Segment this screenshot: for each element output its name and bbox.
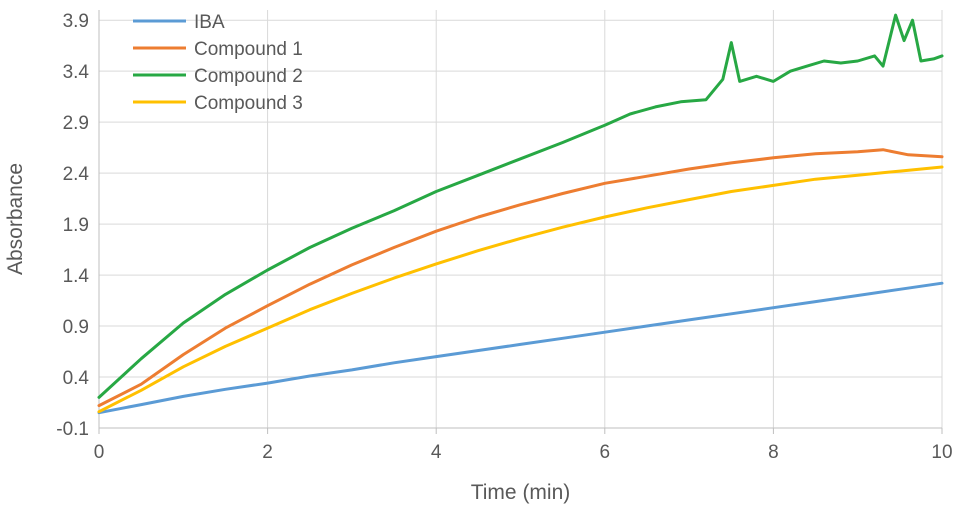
legend-label-compound-1: Compound 1	[194, 39, 303, 60]
legend-label-compound-3: Compound 3	[194, 93, 303, 114]
x-axis-title: Time (min)	[471, 481, 571, 504]
x-tick-label: 0	[94, 442, 105, 463]
legend: IBA Compound 1 Compound 2 Compound 3	[133, 12, 303, 114]
series-lines	[97, 13, 944, 415]
y-tick-label: 1.9	[63, 215, 89, 236]
y-tick-label: 0.4	[63, 368, 90, 389]
x-tick-label: 10	[931, 442, 952, 463]
y-axis-title: Absorbance	[4, 163, 27, 275]
series-line-compound-2	[97, 13, 944, 399]
x-tick-label: 4	[431, 442, 442, 463]
y-tick-label: 0.9	[63, 317, 89, 338]
y-tick-label: 1.4	[63, 266, 90, 287]
y-tick-label: 2.9	[63, 113, 89, 134]
axes: -0.1 0.4 0.9 1.4 1.9 2.4 2.9 3.4 3.9 0 2 4 6 8 10	[56, 10, 953, 463]
x-tick-label: 8	[768, 442, 779, 463]
y-tick-label: -0.1	[56, 419, 89, 440]
x-tick-label: 6	[600, 442, 611, 463]
series-line-compound-1	[97, 148, 944, 408]
y-tick-label: 2.4	[63, 164, 90, 185]
legend-label-compound-2: Compound 2	[194, 66, 303, 87]
y-tick-label: 3.9	[63, 11, 89, 32]
legend-label-iba: IBA	[194, 12, 225, 33]
series-line-iba	[97, 281, 944, 415]
x-tick-label: 2	[262, 442, 273, 463]
y-tick-label: 3.4	[63, 62, 90, 83]
series-line-compound-3	[97, 165, 944, 414]
